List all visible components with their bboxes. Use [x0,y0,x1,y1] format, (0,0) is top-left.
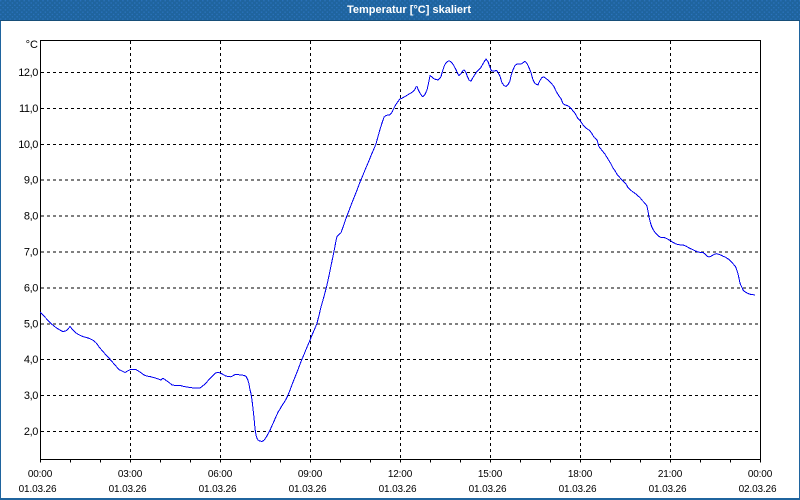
svg-text:3,0: 3,0 [24,390,38,402]
svg-text:10,0: 10,0 [18,139,38,151]
svg-text:01.03.26: 01.03.26 [19,484,57,495]
svg-text:06:00: 06:00 [208,469,233,480]
svg-text:9,0: 9,0 [24,175,38,187]
svg-text:12:00: 12:00 [388,469,413,480]
svg-text:01.03.26: 01.03.26 [379,484,417,495]
svg-text:8,0: 8,0 [24,211,38,223]
svg-text:01.03.26: 01.03.26 [199,484,237,495]
svg-text:00:00: 00:00 [748,469,773,480]
svg-text:09:00: 09:00 [298,469,323,480]
svg-text:4,0: 4,0 [24,354,38,366]
svg-text:11,0: 11,0 [19,103,38,115]
svg-text:12,0: 12,0 [18,67,38,79]
svg-text:01.03.26: 01.03.26 [649,484,687,495]
svg-text:15:00: 15:00 [478,469,503,480]
svg-text:21:00: 21:00 [658,469,683,480]
svg-text:03:00: 03:00 [118,469,143,480]
svg-text:18:00: 18:00 [568,469,593,480]
svg-text:7,0: 7,0 [24,247,38,259]
svg-text:01.03.26: 01.03.26 [559,484,597,495]
svg-text:01.03.26: 01.03.26 [469,484,507,495]
svg-text:00:00: 00:00 [28,469,53,480]
svg-text:2,0: 2,0 [24,426,38,438]
svg-text:6,0: 6,0 [24,282,38,294]
svg-text:01.03.26: 01.03.26 [289,484,327,495]
svg-text:02.03.26: 02.03.26 [739,484,777,495]
svg-text:5,0: 5,0 [24,318,38,330]
svg-text:01.03.26: 01.03.26 [109,484,147,495]
svg-text:°C: °C [26,39,38,51]
svg-text:Temperatur [°C] skaliert: Temperatur [°C] skaliert [347,4,471,16]
